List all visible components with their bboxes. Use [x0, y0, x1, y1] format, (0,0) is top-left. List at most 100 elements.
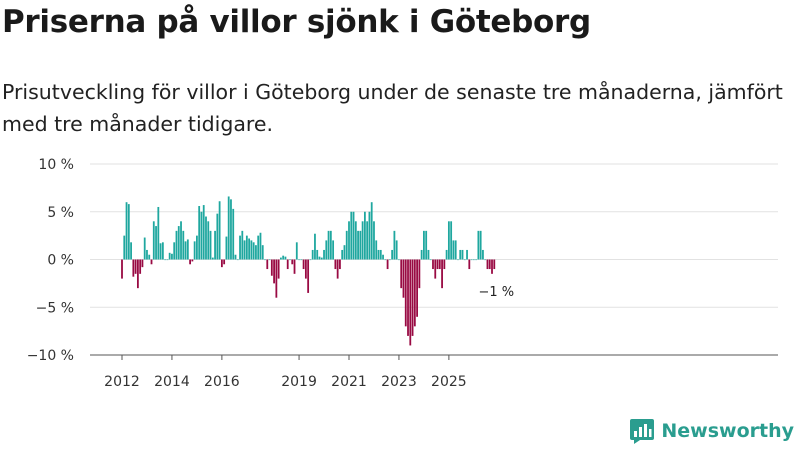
bar: [259, 232, 262, 260]
bar: [252, 242, 255, 260]
brand-logo: Newsworthy: [629, 418, 794, 444]
bar: [148, 254, 151, 260]
bar: [220, 259, 223, 268]
bar: [318, 256, 321, 260]
y-tick-label: 10 %: [38, 157, 74, 173]
bar: [282, 255, 285, 260]
bar: [264, 259, 266, 261]
bar: [161, 242, 164, 260]
bar: [457, 259, 459, 261]
bar: [418, 259, 421, 289]
bar: [373, 221, 375, 260]
bar: [266, 259, 269, 270]
bar: [361, 221, 364, 260]
bar: [382, 254, 384, 260]
bar: [445, 249, 448, 260]
bar: [443, 259, 446, 270]
bar: [436, 259, 439, 270]
bar: [239, 235, 241, 260]
bar: [286, 259, 289, 270]
bar: [420, 249, 423, 260]
bar: [250, 240, 253, 260]
bar: [341, 249, 344, 260]
brand-name: Newsworthy: [661, 420, 794, 442]
bar: [223, 259, 226, 265]
bar: [173, 242, 176, 260]
bar: [459, 249, 462, 260]
bar: [146, 249, 148, 260]
bar: [157, 206, 160, 260]
bar: [121, 259, 123, 279]
bar: [177, 226, 180, 260]
bar: [268, 259, 271, 261]
bar: [166, 259, 169, 261]
bar: [484, 259, 487, 261]
bar: [307, 259, 310, 293]
bar: [309, 259, 312, 261]
last-value-label: −1 %: [478, 285, 514, 300]
bar: [277, 259, 280, 279]
x-tick-label: 2025: [431, 374, 467, 390]
bar: [275, 259, 278, 298]
bar: [379, 249, 382, 260]
chart-subtitle: Prisutveckling för villor i Göteborg und…: [2, 80, 783, 136]
bar: [463, 259, 466, 261]
bar: [298, 259, 300, 261]
bar: [432, 259, 434, 270]
bar: [354, 221, 357, 260]
x-tick-label: 2021: [331, 374, 367, 390]
bar: [348, 221, 350, 260]
x-tick-label: 2023: [381, 374, 417, 390]
bar: [211, 257, 214, 260]
bar: [329, 230, 332, 260]
bar: [270, 259, 273, 276]
bar: [350, 211, 353, 260]
bar: [323, 249, 325, 260]
bar: [468, 259, 471, 270]
bar: [434, 259, 437, 279]
y-tick-label: −5 %: [36, 300, 74, 316]
x-tick-label: 2019: [281, 374, 317, 390]
bar: [461, 249, 464, 260]
bar: [168, 252, 171, 260]
bar: [398, 259, 400, 261]
bar: [234, 254, 237, 260]
bar: [248, 238, 251, 260]
bar: [291, 259, 294, 265]
bar: [130, 242, 132, 260]
bar: [139, 259, 142, 274]
bar: [393, 230, 396, 260]
bar: [423, 230, 425, 260]
bar: [216, 213, 219, 260]
bar: [316, 249, 319, 260]
bar: [289, 259, 291, 261]
bar: [123, 235, 126, 260]
bar: [488, 259, 491, 270]
bar: [225, 236, 228, 260]
bar: [191, 259, 194, 262]
bar: [352, 211, 355, 260]
bar: [336, 259, 339, 279]
bar: [284, 256, 287, 260]
bar: [257, 235, 260, 260]
y-tick-label: 5 %: [47, 205, 74, 221]
bar: [134, 259, 137, 274]
bar: [429, 259, 432, 261]
bar: [255, 245, 257, 260]
bar: [404, 259, 407, 327]
x-tick-label: 2014: [154, 374, 190, 390]
bar: [366, 221, 369, 260]
bar: [325, 240, 328, 260]
bar: [196, 235, 198, 260]
bar: [370, 202, 373, 260]
bar: [164, 259, 167, 261]
bar: [300, 259, 303, 261]
bar: [136, 259, 139, 289]
bar: [159, 243, 162, 260]
bar: [155, 226, 157, 260]
bar: [388, 259, 391, 261]
newsworthy-logo-icon: [630, 419, 655, 444]
bar: [189, 259, 191, 265]
bar: [182, 230, 185, 260]
